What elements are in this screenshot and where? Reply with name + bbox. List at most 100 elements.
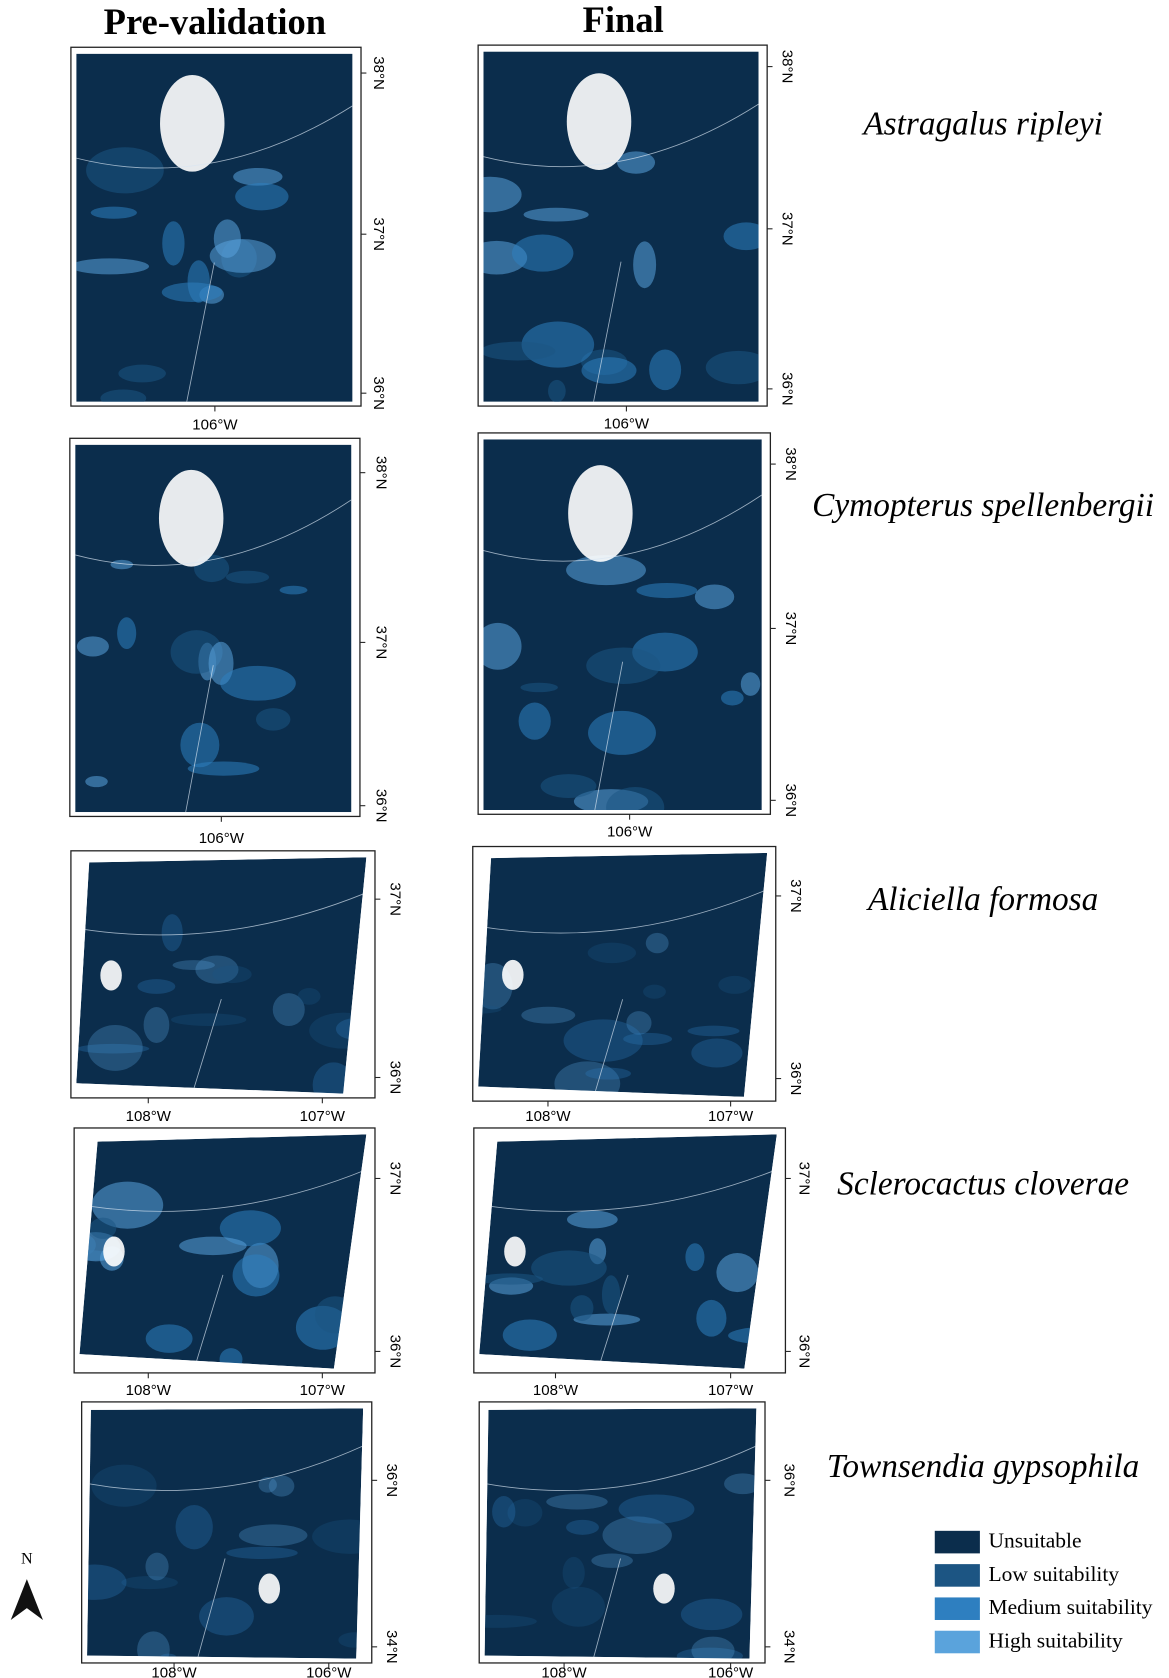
- suitability-patch: [85, 776, 108, 787]
- suitability-patch: [86, 147, 164, 193]
- suitability-patch: [220, 666, 296, 701]
- suitability-patch: [512, 235, 573, 272]
- unmodelled-area: [653, 1574, 674, 1604]
- suitability-raster: [474, 439, 762, 827]
- lon-label: 108°W: [151, 1665, 197, 1678]
- suitability-patch: [643, 985, 666, 999]
- suitability-patch: [567, 1211, 618, 1229]
- suitability-patch: [519, 703, 551, 740]
- suitability-patch: [563, 1557, 585, 1589]
- suitability-raster: [455, 853, 767, 1106]
- suitability-patch: [548, 380, 566, 403]
- suitability-patch: [586, 647, 660, 684]
- lat-label: 34°N: [781, 1630, 798, 1664]
- suitability-patch: [239, 1524, 308, 1546]
- suitability-patch: [226, 571, 269, 584]
- suitability-patch: [145, 1553, 168, 1581]
- lat-label: 37°N: [386, 882, 403, 916]
- column-header: Final: [583, 0, 664, 40]
- suitability-patch: [524, 208, 589, 222]
- suitability-patch: [606, 787, 664, 828]
- lat-label: 37°N: [796, 1162, 813, 1196]
- suitability-patch: [180, 723, 219, 768]
- suitability-raster: [57, 1134, 367, 1370]
- suitability-patch: [649, 349, 681, 390]
- suitability-raster: [456, 1408, 762, 1664]
- lon-label: 106°W: [199, 830, 245, 847]
- suitability-patch: [173, 960, 215, 970]
- legend-swatch: [935, 1631, 980, 1654]
- suitability-patch: [212, 966, 251, 984]
- suitability-patch: [162, 221, 184, 265]
- suitability-patch: [531, 1250, 607, 1285]
- lat-label: 37°N: [779, 212, 796, 246]
- suitability-patch: [162, 282, 223, 301]
- map: 38°N37°N36°N106°W: [474, 433, 798, 841]
- suitability-raster: [76, 857, 377, 1107]
- suitability-patch: [480, 342, 555, 361]
- suitability-patch: [91, 207, 137, 219]
- suitability-patch: [741, 672, 760, 696]
- suitability-patch: [492, 1496, 515, 1527]
- lon-label: 106°W: [306, 1665, 352, 1678]
- lon-label: 108°W: [533, 1382, 579, 1399]
- lat-label: 36°N: [372, 789, 389, 823]
- suitability-raster: [75, 445, 351, 812]
- legend-label: High suitability: [988, 1628, 1122, 1652]
- suitability-patch: [619, 1495, 695, 1524]
- suitability-patch: [564, 1019, 643, 1061]
- lat-label: 36°N: [781, 1464, 798, 1498]
- suitability-patch: [77, 636, 109, 656]
- suitability-patch: [233, 1254, 280, 1296]
- suitability-patch: [503, 1319, 557, 1350]
- suitability-patch: [298, 988, 321, 1005]
- lat-label: 38°N: [372, 456, 389, 490]
- suitability-patch: [552, 1587, 605, 1627]
- suitability-patch: [570, 1295, 593, 1321]
- lat-label: 38°N: [370, 56, 387, 90]
- suitability-patch: [162, 914, 183, 951]
- species-name: Sclerocactus cloverae: [837, 1166, 1129, 1203]
- suitability-patch: [566, 1520, 599, 1535]
- page: {"columns": ["Pre-validation", "Final"],…: [0, 0, 1169, 1678]
- suitability-patch: [581, 357, 636, 384]
- suitability-patch: [685, 1243, 704, 1271]
- unmodelled-area: [567, 73, 631, 170]
- north-arrow: N: [11, 1551, 43, 1620]
- lon-label: 107°W: [300, 1382, 346, 1399]
- suitability-patch: [688, 1026, 740, 1037]
- suitability-patch: [117, 617, 136, 649]
- legend-label: Unsuitable: [988, 1529, 1081, 1553]
- suitability-patch: [588, 943, 636, 964]
- suitability-patch: [695, 584, 734, 609]
- lat-label: 34°N: [383, 1630, 400, 1664]
- species-name: Townsendia gypsophila: [827, 1448, 1139, 1485]
- unmodelled-area: [159, 470, 223, 567]
- suitability-patch: [137, 979, 175, 994]
- lon-label: 108°W: [126, 1108, 172, 1125]
- lon-label: 107°W: [300, 1108, 346, 1125]
- suitability-patch: [118, 365, 166, 383]
- suitability-patch: [691, 1038, 742, 1067]
- suitability-patch: [70, 258, 149, 274]
- suitability-patch: [171, 1013, 246, 1026]
- unmodelled-area: [100, 960, 121, 990]
- map: 38°N37°N36°N106°W: [70, 438, 390, 847]
- lat-label: 36°N: [779, 372, 796, 406]
- suitability-patch: [718, 976, 751, 994]
- species-name: Astragalus ripleyi: [861, 105, 1103, 142]
- suitability-raster: [64, 1408, 386, 1668]
- suitability-patch: [233, 168, 282, 186]
- north-label: N: [21, 1551, 33, 1568]
- lat-label: 36°N: [370, 376, 387, 410]
- suitability-patch: [546, 1494, 607, 1509]
- suitability-patch: [696, 1300, 726, 1337]
- lon-label: 107°W: [708, 1108, 754, 1125]
- species-name: Cymopterus spellenbergii: [812, 487, 1154, 524]
- suitability-patch: [269, 1475, 295, 1496]
- unmodelled-area: [504, 1236, 525, 1266]
